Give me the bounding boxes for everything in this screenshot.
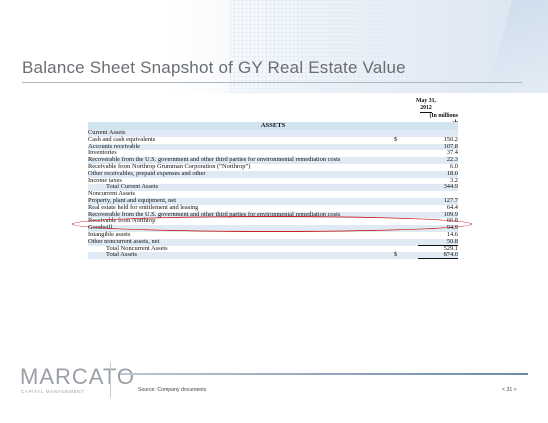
row-value: 874.0 (418, 252, 458, 260)
column-date-year: 2012 (420, 105, 432, 113)
page-number: < 31 > (502, 387, 517, 393)
row-value: 3.2 (418, 177, 458, 185)
source-note: Source: Company documents (138, 387, 207, 393)
row-currency: $ (394, 135, 398, 143)
row-value: 14.6 (446, 230, 458, 238)
header-band (0, 0, 548, 93)
row-label: Real estate held for entitlement and lea… (88, 203, 199, 211)
row-label: Accounts receivable (88, 142, 140, 150)
table-row-highlighted: Real estate held for entitlement and lea… (88, 203, 458, 212)
row-label: Noncurrent Assets (88, 190, 136, 198)
logo-divider (110, 362, 111, 398)
row-label: Income taxes (88, 176, 122, 184)
row-currency: $ (394, 251, 398, 259)
table-row: Noncurrent Assets (88, 190, 458, 198)
row-value: 344.9 (443, 183, 458, 191)
row-value: 50.8 (418, 238, 458, 246)
row-value: 18.0 (446, 169, 458, 177)
row-value: 109.9 (443, 210, 458, 218)
table-row: Other receivables, prepaid expenses and … (88, 169, 458, 178)
row-label: Recoverable from the U.S. government and… (88, 156, 341, 164)
row-label: Inventories (88, 149, 117, 157)
row-label: Current Assets (88, 129, 126, 136)
table-row: Current Assets (88, 129, 458, 137)
table-row: Recoverable from the U.S. government and… (88, 210, 458, 219)
footer-rule (120, 373, 528, 375)
table-row: Property, plant and equipment, net 127.7 (88, 196, 458, 205)
table-row-total: Total Current Assets 344.9 (88, 183, 458, 192)
highlight-ellipse-annotation (72, 216, 472, 232)
table-row-total: Total Noncurrent Assets 529.1 (88, 244, 458, 253)
company-logo: MARCATO (20, 364, 135, 389)
row-label: Intangible assets (88, 230, 131, 238)
slide-title: Balance Sheet Snapshot of GY Real Estate… (22, 58, 406, 77)
row-value: 37.4 (446, 149, 458, 157)
row-label: Total Current Assets (106, 183, 159, 191)
table-row: Income taxes 3.2 (88, 176, 458, 185)
table-row: Recoverable from the U.S. government and… (88, 156, 458, 164)
table-row: Accounts receivable 107.8 (88, 142, 458, 151)
company-logo-subtitle: CAPITAL MANAGEMENT (21, 389, 85, 394)
row-label: Other noncurrent assets, net (88, 237, 160, 245)
row-value: 107.8 (443, 142, 458, 150)
title-divider (22, 82, 522, 83)
row-label: Cash and cash equivalents (88, 135, 156, 143)
table-row: Intangible assets 14.6 (88, 230, 458, 239)
table-row: Other noncurrent assets, net 50.8 (88, 237, 458, 246)
row-value: 6.0 (450, 162, 458, 170)
table-row: Cash and cash equivalents $ 150.2 (88, 135, 458, 144)
row-value: 94.9 (446, 224, 458, 232)
row-label: Receivable from Northrop Grumman Corpora… (88, 162, 251, 170)
row-value: 150.2 (443, 135, 458, 143)
row-label: Total Assets (106, 251, 137, 259)
table-row-grand-total: Total Assets $ 874.0 (88, 251, 458, 260)
table-row: Receivable from Northrop Grumman Corpora… (88, 162, 458, 171)
row-label: Property, plant and equipment, net (88, 196, 176, 204)
row-label: Other receivables, prepaid expenses and … (88, 169, 206, 177)
column-date-month: May 31, (416, 98, 436, 104)
section-header-assets: ASSETS (88, 122, 458, 130)
column-units: (In millions (429, 113, 458, 119)
row-label: Recoverable from the U.S. government and… (88, 210, 341, 218)
row-value: 127.7 (443, 196, 458, 204)
table-row: Inventories 37.4 (88, 150, 458, 157)
row-value: 22.3 (446, 156, 458, 164)
row-value: 529.1 (418, 245, 458, 253)
table-rows: Current Assets Cash and cash equivalents… (88, 129, 458, 260)
row-label: Total Noncurrent Assets (106, 244, 168, 252)
row-value: 64.4 (446, 203, 458, 211)
